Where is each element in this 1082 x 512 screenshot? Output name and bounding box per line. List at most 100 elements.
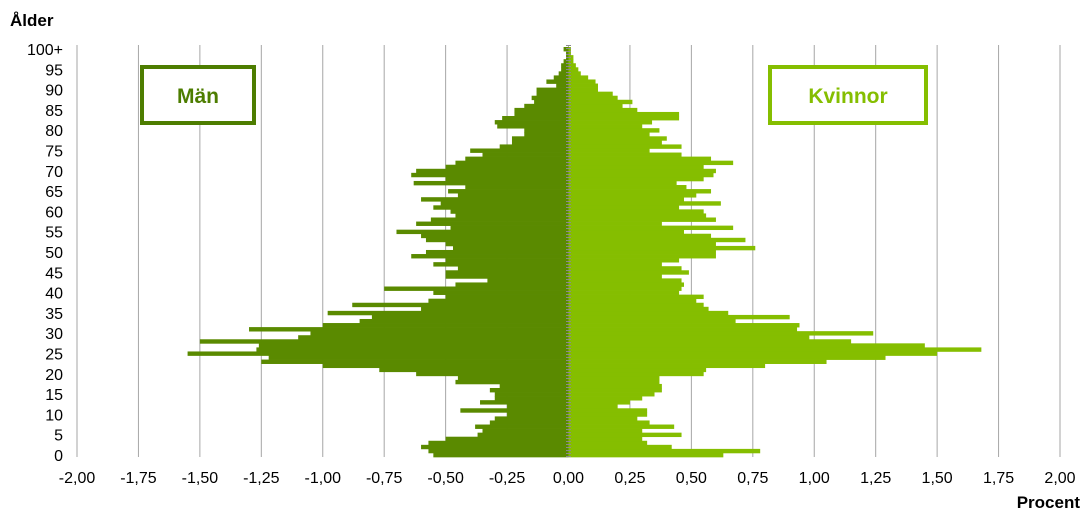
bar-women-age-90 — [568, 87, 598, 93]
bar-men-age-27 — [258, 343, 569, 348]
bar-women-age-53 — [568, 237, 746, 243]
bar-men-age-40 — [433, 290, 569, 295]
bar-men-age-88 — [531, 95, 569, 101]
bar-women-age-39 — [568, 294, 704, 300]
bar-men-age-9 — [494, 416, 569, 421]
x-tick-label: -1,50 — [182, 470, 219, 487]
bar-men-age-57 — [416, 221, 569, 226]
legend-men-label: Män — [177, 85, 219, 108]
bar-women-age-10 — [568, 412, 648, 417]
bar-men-age-55 — [396, 229, 569, 235]
bar-men-age-63 — [421, 197, 569, 202]
legend-women: Kvinnor — [768, 65, 928, 125]
bar-men-age-11 — [460, 408, 569, 413]
bar-men-age-70 — [416, 168, 569, 174]
bar-women-age-97 — [568, 59, 574, 64]
bar-men-age-14 — [494, 396, 569, 401]
bar-women-age-73 — [568, 156, 712, 162]
bar-women-age-76 — [568, 144, 682, 149]
bar-women-age-56 — [568, 225, 734, 231]
bar-women-age-34 — [568, 314, 790, 320]
bar-women-age-62 — [568, 201, 721, 206]
bar-women-age-63 — [568, 197, 685, 202]
bar-men-age-5 — [477, 432, 569, 438]
bar-women-age-11 — [568, 408, 648, 413]
bar-men-age-61 — [433, 205, 569, 210]
legend-men: Män — [140, 65, 256, 125]
bar-women-age-27 — [568, 343, 925, 348]
bar-men-age-56 — [450, 225, 569, 231]
bar-men-age-29 — [298, 335, 569, 340]
bar-women-age-8 — [568, 420, 650, 425]
bar-men-age-74 — [482, 152, 569, 157]
x-tick-label: 2,00 — [1044, 470, 1075, 487]
bar-men-age-45 — [445, 270, 569, 275]
y-tick-label: 25 — [45, 346, 63, 363]
bar-men-age-86 — [524, 103, 569, 109]
bar-men-age-58 — [430, 217, 569, 222]
bar-men-age-53 — [425, 237, 569, 243]
y-tick-label: 40 — [45, 286, 63, 303]
y-tick-label: 45 — [45, 265, 63, 282]
legend-women-label: Kvinnor — [808, 85, 887, 108]
bar-men-age-22 — [322, 363, 569, 369]
bar-men-age-16 — [489, 387, 569, 393]
bar-men-age-69 — [411, 172, 569, 178]
bar-men-age-26 — [256, 347, 569, 352]
bar-women-age-85 — [568, 107, 638, 113]
bar-women-age-93 — [568, 75, 589, 80]
bar-men-age-82 — [494, 120, 569, 125]
y-tick-label: 80 — [45, 123, 63, 140]
bar-men-age-34 — [371, 314, 569, 320]
bar-men-age-46 — [457, 266, 569, 271]
bar-men-age-3 — [428, 440, 569, 446]
bar-women-age-60 — [568, 209, 704, 214]
bar-women-age-50 — [568, 249, 716, 255]
bar-women-age-82 — [568, 120, 653, 125]
bar-men-age-65 — [448, 189, 569, 194]
bar-men-age-28 — [199, 339, 569, 344]
y-tick-label: 15 — [45, 387, 63, 404]
bar-men-age-0 — [433, 452, 569, 458]
legend-women-box — [768, 65, 928, 125]
bar-women-age-87 — [568, 99, 633, 105]
bar-women-age-95 — [568, 67, 579, 72]
bar-men-age-50 — [425, 249, 569, 255]
bar-men-age-8 — [489, 420, 569, 425]
bar-women-age-24 — [568, 355, 886, 360]
bar-women-age-99 — [568, 51, 571, 56]
bar-women-age-52 — [568, 241, 716, 247]
bar-women-age-49 — [568, 254, 716, 259]
bar-men-age-52 — [445, 241, 569, 247]
y-tick-label: 90 — [45, 83, 63, 100]
bar-men-age-48 — [445, 258, 569, 263]
bar-men-age-89 — [536, 91, 569, 97]
bar-women-age-94 — [568, 71, 581, 76]
bar-women-age-46 — [568, 266, 682, 271]
bar-men-age-100 — [563, 47, 569, 52]
bar-women-age-68 — [568, 176, 704, 182]
bar-women-age-75 — [568, 148, 650, 153]
bar-women-age-16 — [568, 387, 662, 393]
bar-men-age-97 — [563, 59, 569, 64]
bar-men-age-99 — [566, 51, 569, 56]
bar-women-age-25 — [568, 351, 938, 356]
bar-women-age-64 — [568, 193, 697, 198]
x-tick-label: -0,50 — [427, 470, 464, 487]
bar-men-age-68 — [445, 176, 569, 182]
bar-men-age-77 — [511, 140, 569, 145]
bar-women-age-38 — [568, 298, 697, 304]
bar-men-age-37 — [352, 302, 569, 308]
bar-men-age-38 — [428, 298, 569, 304]
bar-women-age-47 — [568, 262, 662, 267]
bar-women-age-19 — [568, 375, 660, 381]
bar-women-age-31 — [568, 327, 798, 332]
bar-women-age-69 — [568, 172, 714, 178]
bar-women-age-54 — [568, 233, 712, 239]
y-tick-label: 85 — [45, 103, 63, 120]
bar-men-age-83 — [502, 116, 569, 121]
x-tick-label: 1,50 — [922, 470, 953, 487]
bar-men-age-21 — [379, 367, 569, 373]
bar-women-age-14 — [568, 396, 643, 401]
bar-men-age-1 — [428, 448, 569, 454]
